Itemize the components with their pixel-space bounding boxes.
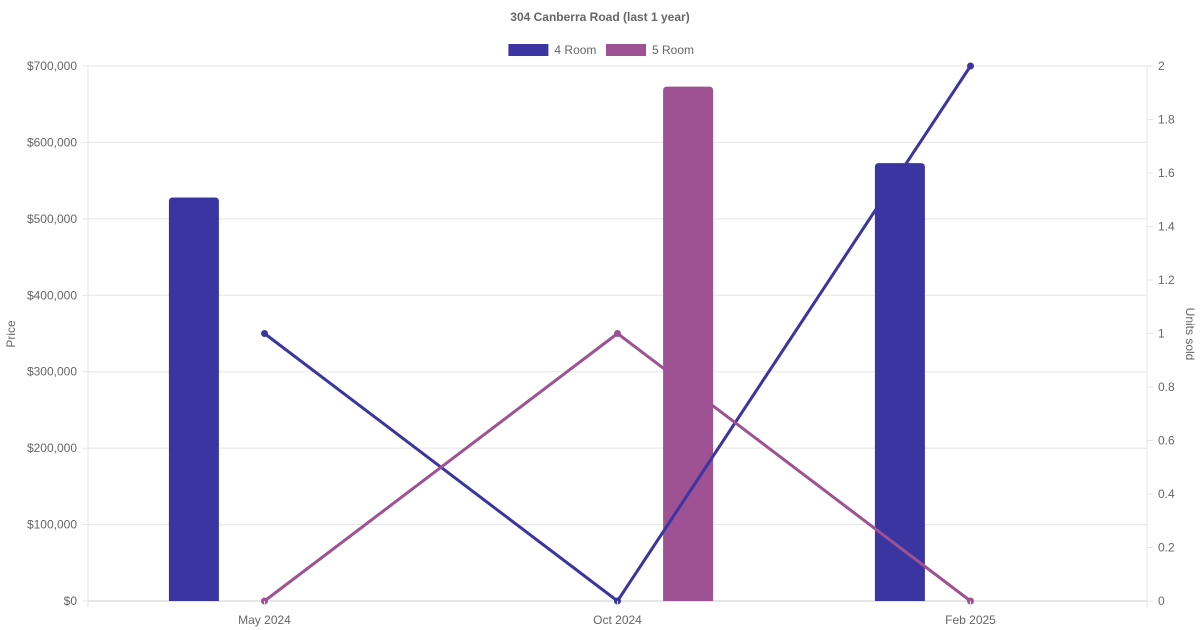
y-axis-right-title: Units sold	[1183, 308, 1197, 361]
bars	[168, 86, 925, 602]
lines	[261, 62, 974, 605]
legend-swatch	[508, 44, 549, 56]
y-right-tick-label: 1	[1158, 327, 1165, 341]
point-5-room[interactable]	[614, 330, 621, 337]
y-right-tick-label: 2	[1158, 59, 1165, 73]
y-left-tick-label: $200,000	[27, 441, 77, 455]
y-right-tick-label: 1.4	[1158, 220, 1175, 234]
point-4-room[interactable]	[261, 330, 268, 337]
line-5-room	[263, 332, 972, 603]
y-right-tick-label: 0.4	[1158, 487, 1175, 501]
chart-title: 304 Canberra Road (last 1 year)	[510, 10, 689, 24]
legend-swatch	[606, 44, 646, 56]
x-tick-label: Feb 2025	[945, 613, 996, 627]
y-left-tick-label: $300,000	[27, 365, 77, 379]
y-axis-left-title: Price	[4, 320, 18, 348]
legend-item-4-room[interactable]: 4 Room	[508, 43, 596, 57]
y-right-tick-label: 0.6	[1158, 434, 1175, 448]
y-right-tick-label: 1.6	[1158, 166, 1175, 180]
axes: $0 $100,000 $200,000 $300,000 $400,000 $500,0…	[27, 59, 1175, 627]
y-right-tick-label: 0.2	[1158, 541, 1175, 555]
x-tick-label: Oct 2024	[593, 613, 642, 627]
grid	[87, 65, 1148, 607]
legend-label: 4 Room	[554, 43, 596, 57]
point-4-room[interactable]	[967, 62, 974, 70]
bar-5-room[interactable]	[663, 86, 714, 601]
y-right-tick-label: 0	[1158, 594, 1165, 608]
legend-label: 5 Room	[652, 43, 694, 57]
legend-item-5-room[interactable]: 5 Room	[606, 43, 694, 57]
y-right-tick-label: 0.8	[1158, 380, 1175, 394]
y-left-tick-label: $0	[64, 594, 78, 608]
legend[interactable]: 4 Room 5 Room	[508, 43, 694, 57]
y-right-tick-label: 1.2	[1158, 273, 1175, 287]
bar-4-room[interactable]	[874, 163, 925, 602]
y-left-tick-label: $100,000	[27, 518, 77, 532]
x-tick-label: May 2024	[238, 613, 291, 627]
y-left-tick-label: $600,000	[27, 135, 77, 149]
bar-4-room[interactable]	[168, 197, 219, 601]
y-left-tick-label: $500,000	[27, 212, 77, 226]
y-left-tick-label: $700,000	[27, 59, 77, 73]
y-left-tick-label: $400,000	[27, 288, 77, 302]
y-right-tick-label: 1.8	[1158, 113, 1175, 127]
